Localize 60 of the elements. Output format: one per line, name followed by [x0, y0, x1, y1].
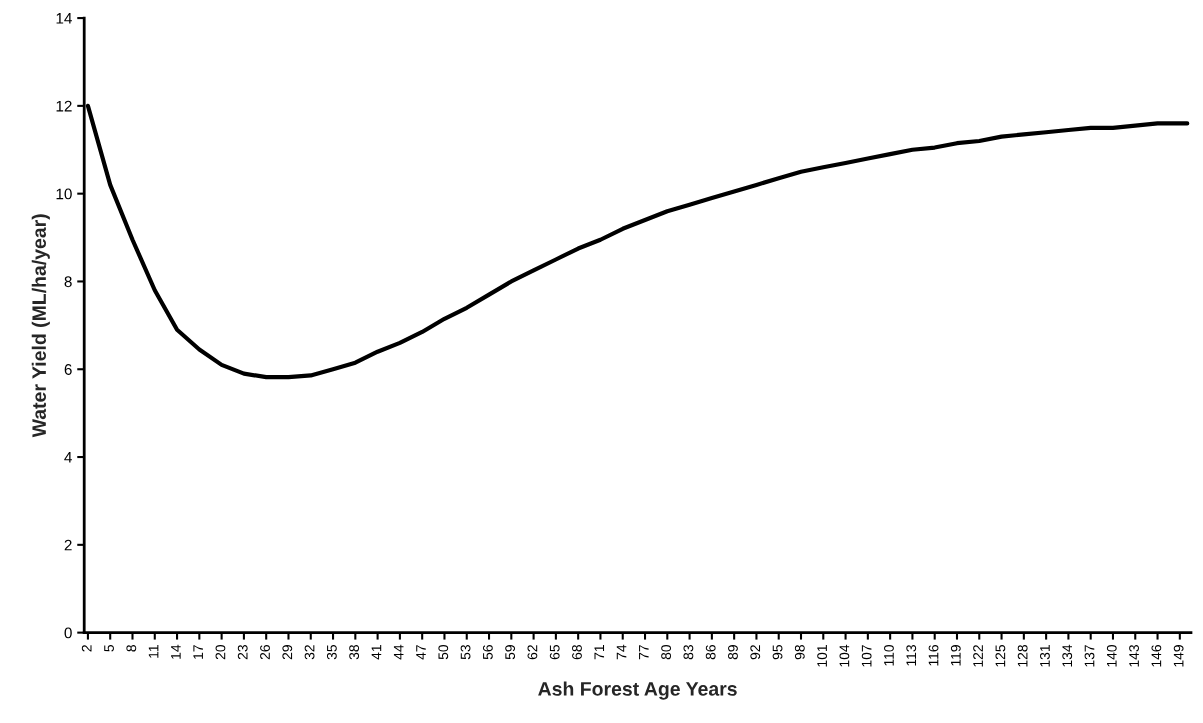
x-tick-label: 104 [839, 644, 850, 667]
x-tick-label: 92 [750, 645, 761, 660]
y-tick-label: 14 [56, 13, 72, 24]
x-tick-label: 89 [728, 645, 738, 660]
y-axis-title: Water Yield (ML/ha/year) [31, 214, 50, 438]
x-tick-label: 74 [616, 644, 627, 660]
x-tick-label: 149 [1173, 645, 1184, 667]
y-tick-label: 8 [64, 276, 72, 288]
x-tick-label: 32 [304, 645, 315, 660]
x-tick-label: 26 [260, 645, 270, 660]
x-tick-label: 38 [349, 645, 360, 660]
x-tick-label: 86 [705, 645, 716, 660]
x-tick-label: 137 [1084, 645, 1095, 667]
x-tick-label: 131 [1040, 645, 1050, 667]
x-tick-label: 20 [215, 644, 226, 660]
x-tick-label: 146 [1151, 645, 1162, 667]
x-tick-label: 128 [1017, 645, 1028, 667]
x-tick-label: 35 [326, 645, 337, 660]
x-tick-label: 59 [505, 645, 516, 660]
x-tick-label: 5 [104, 645, 114, 652]
x-tick-label: 56 [482, 645, 493, 660]
x-tick-label: 140 [1106, 644, 1117, 667]
x-tick-label: 113 [906, 645, 917, 666]
x-tick-label: 23 [237, 645, 248, 660]
x-tick-label: 134 [1062, 644, 1073, 667]
y-tick-label: 0 [64, 627, 72, 639]
x-tick-label: 65 [549, 645, 560, 660]
x-tick-label: 29 [282, 645, 293, 660]
x-tick-label: 62 [527, 645, 538, 660]
x-tick-label: 47 [416, 645, 426, 660]
y-tick-label: 6 [64, 364, 72, 375]
x-tick-label: 50 [438, 644, 449, 660]
x-tick-label: 17 [193, 645, 203, 659]
x-tick-label: 95 [772, 645, 783, 660]
x-tick-label: 8 [126, 645, 137, 652]
x-tick-label: 83 [683, 645, 694, 660]
x-tick-label: 2 [81, 645, 92, 652]
x-tick-label: 119 [950, 645, 961, 666]
x-tick-label: 116 [928, 645, 939, 666]
x-tick-label: 53 [460, 645, 471, 660]
x-tick-label: 98 [794, 645, 805, 660]
x-tick-label: 14 [171, 644, 181, 659]
x-tick-label: 122 [973, 645, 983, 667]
x-tick-label: 41 [371, 645, 382, 660]
x-tick-label: 107 [861, 645, 872, 667]
y-tick-label: 12 [56, 100, 72, 112]
x-tick-label: 44 [393, 644, 404, 660]
x-tick-label: 71 [594, 645, 605, 660]
x-tick-label: 110 [884, 644, 894, 666]
x-tick-label: 101 [817, 645, 828, 667]
x-tick-label: 143 [1129, 645, 1139, 667]
y-tick-label: 10 [56, 188, 72, 200]
x-tick-label: 68 [572, 645, 582, 660]
y-tick-label: 2 [64, 539, 72, 551]
x-axis-title: Ash Forest Age Years [538, 681, 737, 700]
x-tick-label: 11 [148, 645, 159, 658]
x-tick-label: 125 [995, 645, 1006, 667]
x-tick-label: 77 [639, 645, 649, 660]
y-tick-label: 4 [64, 452, 72, 463]
x-tick-label: 80 [661, 644, 672, 660]
